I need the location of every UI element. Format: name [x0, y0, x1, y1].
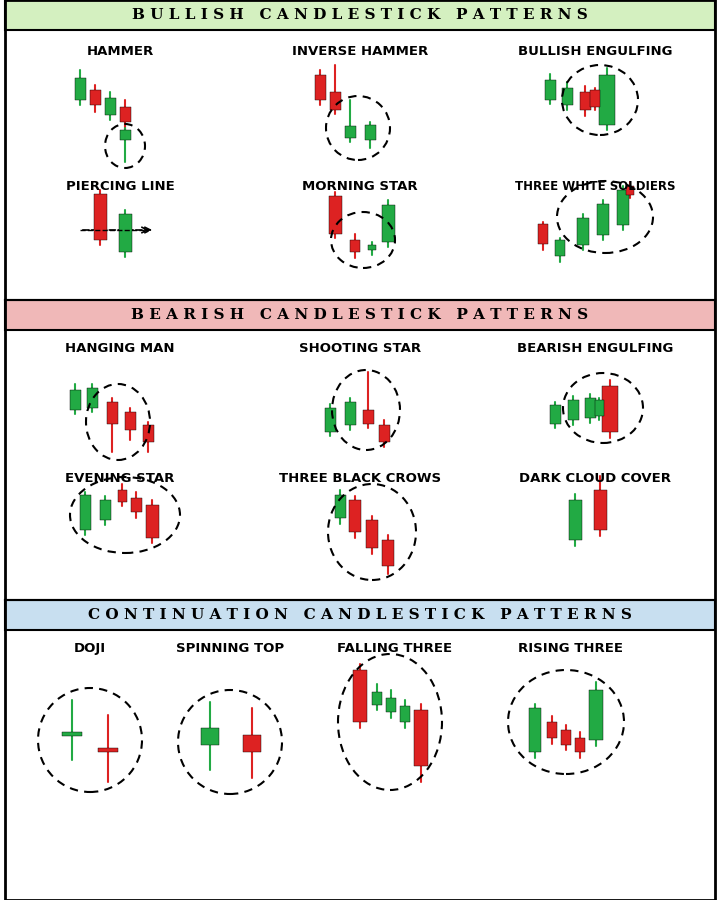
Text: MORNING STAR: MORNING STAR	[302, 180, 418, 193]
Bar	[414, 710, 428, 766]
Bar	[94, 194, 107, 240]
Bar	[400, 706, 410, 722]
Text: THREE BLACK CROWS: THREE BLACK CROWS	[279, 472, 441, 485]
Bar	[344, 126, 356, 138]
Text: SHOOTING STAR: SHOOTING STAR	[299, 342, 421, 355]
Text: EVENING STAR: EVENING STAR	[66, 472, 175, 485]
Bar	[344, 402, 356, 425]
Bar	[593, 490, 606, 530]
Bar	[569, 500, 582, 540]
Text: C O N T I N U A T I O N   C A N D L E S T I C K   P A T T E R N S: C O N T I N U A T I O N C A N D L E S T …	[88, 608, 632, 622]
Bar	[350, 240, 360, 252]
Bar	[366, 520, 378, 548]
Bar	[120, 130, 130, 140]
Bar	[529, 708, 541, 752]
Bar	[104, 98, 115, 115]
Bar	[119, 214, 132, 252]
Bar	[130, 498, 142, 512]
Text: BULLISH ENGULFING: BULLISH ENGULFING	[518, 45, 672, 58]
Bar	[145, 505, 158, 538]
Bar	[362, 410, 374, 424]
Bar	[382, 205, 395, 242]
Bar	[74, 78, 86, 100]
Bar	[70, 390, 81, 410]
Text: B E A R I S H   C A N D L E S T I C K   P A T T E R N S: B E A R I S H C A N D L E S T I C K P A …	[132, 308, 588, 322]
Bar	[330, 92, 341, 110]
Bar	[86, 388, 97, 408]
Bar	[547, 722, 557, 738]
Bar	[325, 408, 336, 432]
Bar	[120, 107, 130, 122]
Text: SPINNING TOP: SPINNING TOP	[176, 642, 284, 655]
Text: DARK CLOUD COVER: DARK CLOUD COVER	[519, 472, 671, 485]
Bar	[353, 670, 367, 722]
Bar	[386, 698, 396, 712]
Text: DOJI: DOJI	[74, 642, 106, 655]
Bar	[117, 490, 127, 502]
Bar	[5, 0, 715, 30]
Bar	[562, 88, 572, 105]
Bar	[79, 495, 91, 530]
Bar	[243, 735, 261, 752]
Bar	[567, 400, 578, 420]
Bar	[538, 224, 548, 244]
Bar	[372, 692, 382, 705]
Bar	[107, 402, 117, 424]
Bar	[585, 398, 595, 418]
Bar	[597, 204, 609, 235]
Text: PIERCING LINE: PIERCING LINE	[66, 180, 174, 193]
Bar	[349, 500, 361, 532]
Bar	[602, 386, 618, 432]
Text: HANGING MAN: HANGING MAN	[66, 342, 175, 355]
Bar	[589, 690, 603, 740]
Bar	[580, 92, 590, 110]
Bar	[626, 186, 634, 195]
Bar	[62, 732, 82, 736]
Bar	[98, 748, 118, 752]
Text: HAMMER: HAMMER	[86, 45, 153, 58]
Bar	[89, 90, 101, 105]
Text: RISING THREE: RISING THREE	[518, 642, 623, 655]
Bar	[379, 425, 390, 442]
Text: INVERSE HAMMER: INVERSE HAMMER	[292, 45, 428, 58]
Bar	[382, 540, 394, 566]
Bar	[335, 495, 346, 518]
Bar	[577, 218, 589, 245]
Bar	[590, 90, 600, 107]
Bar	[328, 196, 341, 234]
Bar	[368, 245, 376, 250]
Text: FALLING THREE: FALLING THREE	[338, 642, 453, 655]
Bar	[201, 728, 219, 745]
Bar	[599, 75, 615, 125]
Bar	[617, 190, 629, 225]
Text: THREE WHITE SOLDIERS: THREE WHITE SOLDIERS	[515, 180, 675, 193]
Bar	[5, 300, 715, 330]
Bar	[143, 425, 153, 442]
Bar	[595, 400, 603, 416]
Bar	[544, 80, 556, 100]
Text: BEARISH ENGULFING: BEARISH ENGULFING	[517, 342, 673, 355]
Bar	[555, 240, 565, 256]
Bar	[561, 730, 571, 745]
Bar	[575, 738, 585, 752]
Bar	[125, 412, 135, 430]
Bar	[315, 75, 325, 100]
Bar	[99, 500, 110, 520]
Text: B U L L I S H   C A N D L E S T I C K   P A T T E R N S: B U L L I S H C A N D L E S T I C K P A …	[132, 8, 588, 22]
Bar	[364, 125, 376, 140]
Bar	[5, 600, 715, 630]
Bar	[549, 405, 560, 424]
